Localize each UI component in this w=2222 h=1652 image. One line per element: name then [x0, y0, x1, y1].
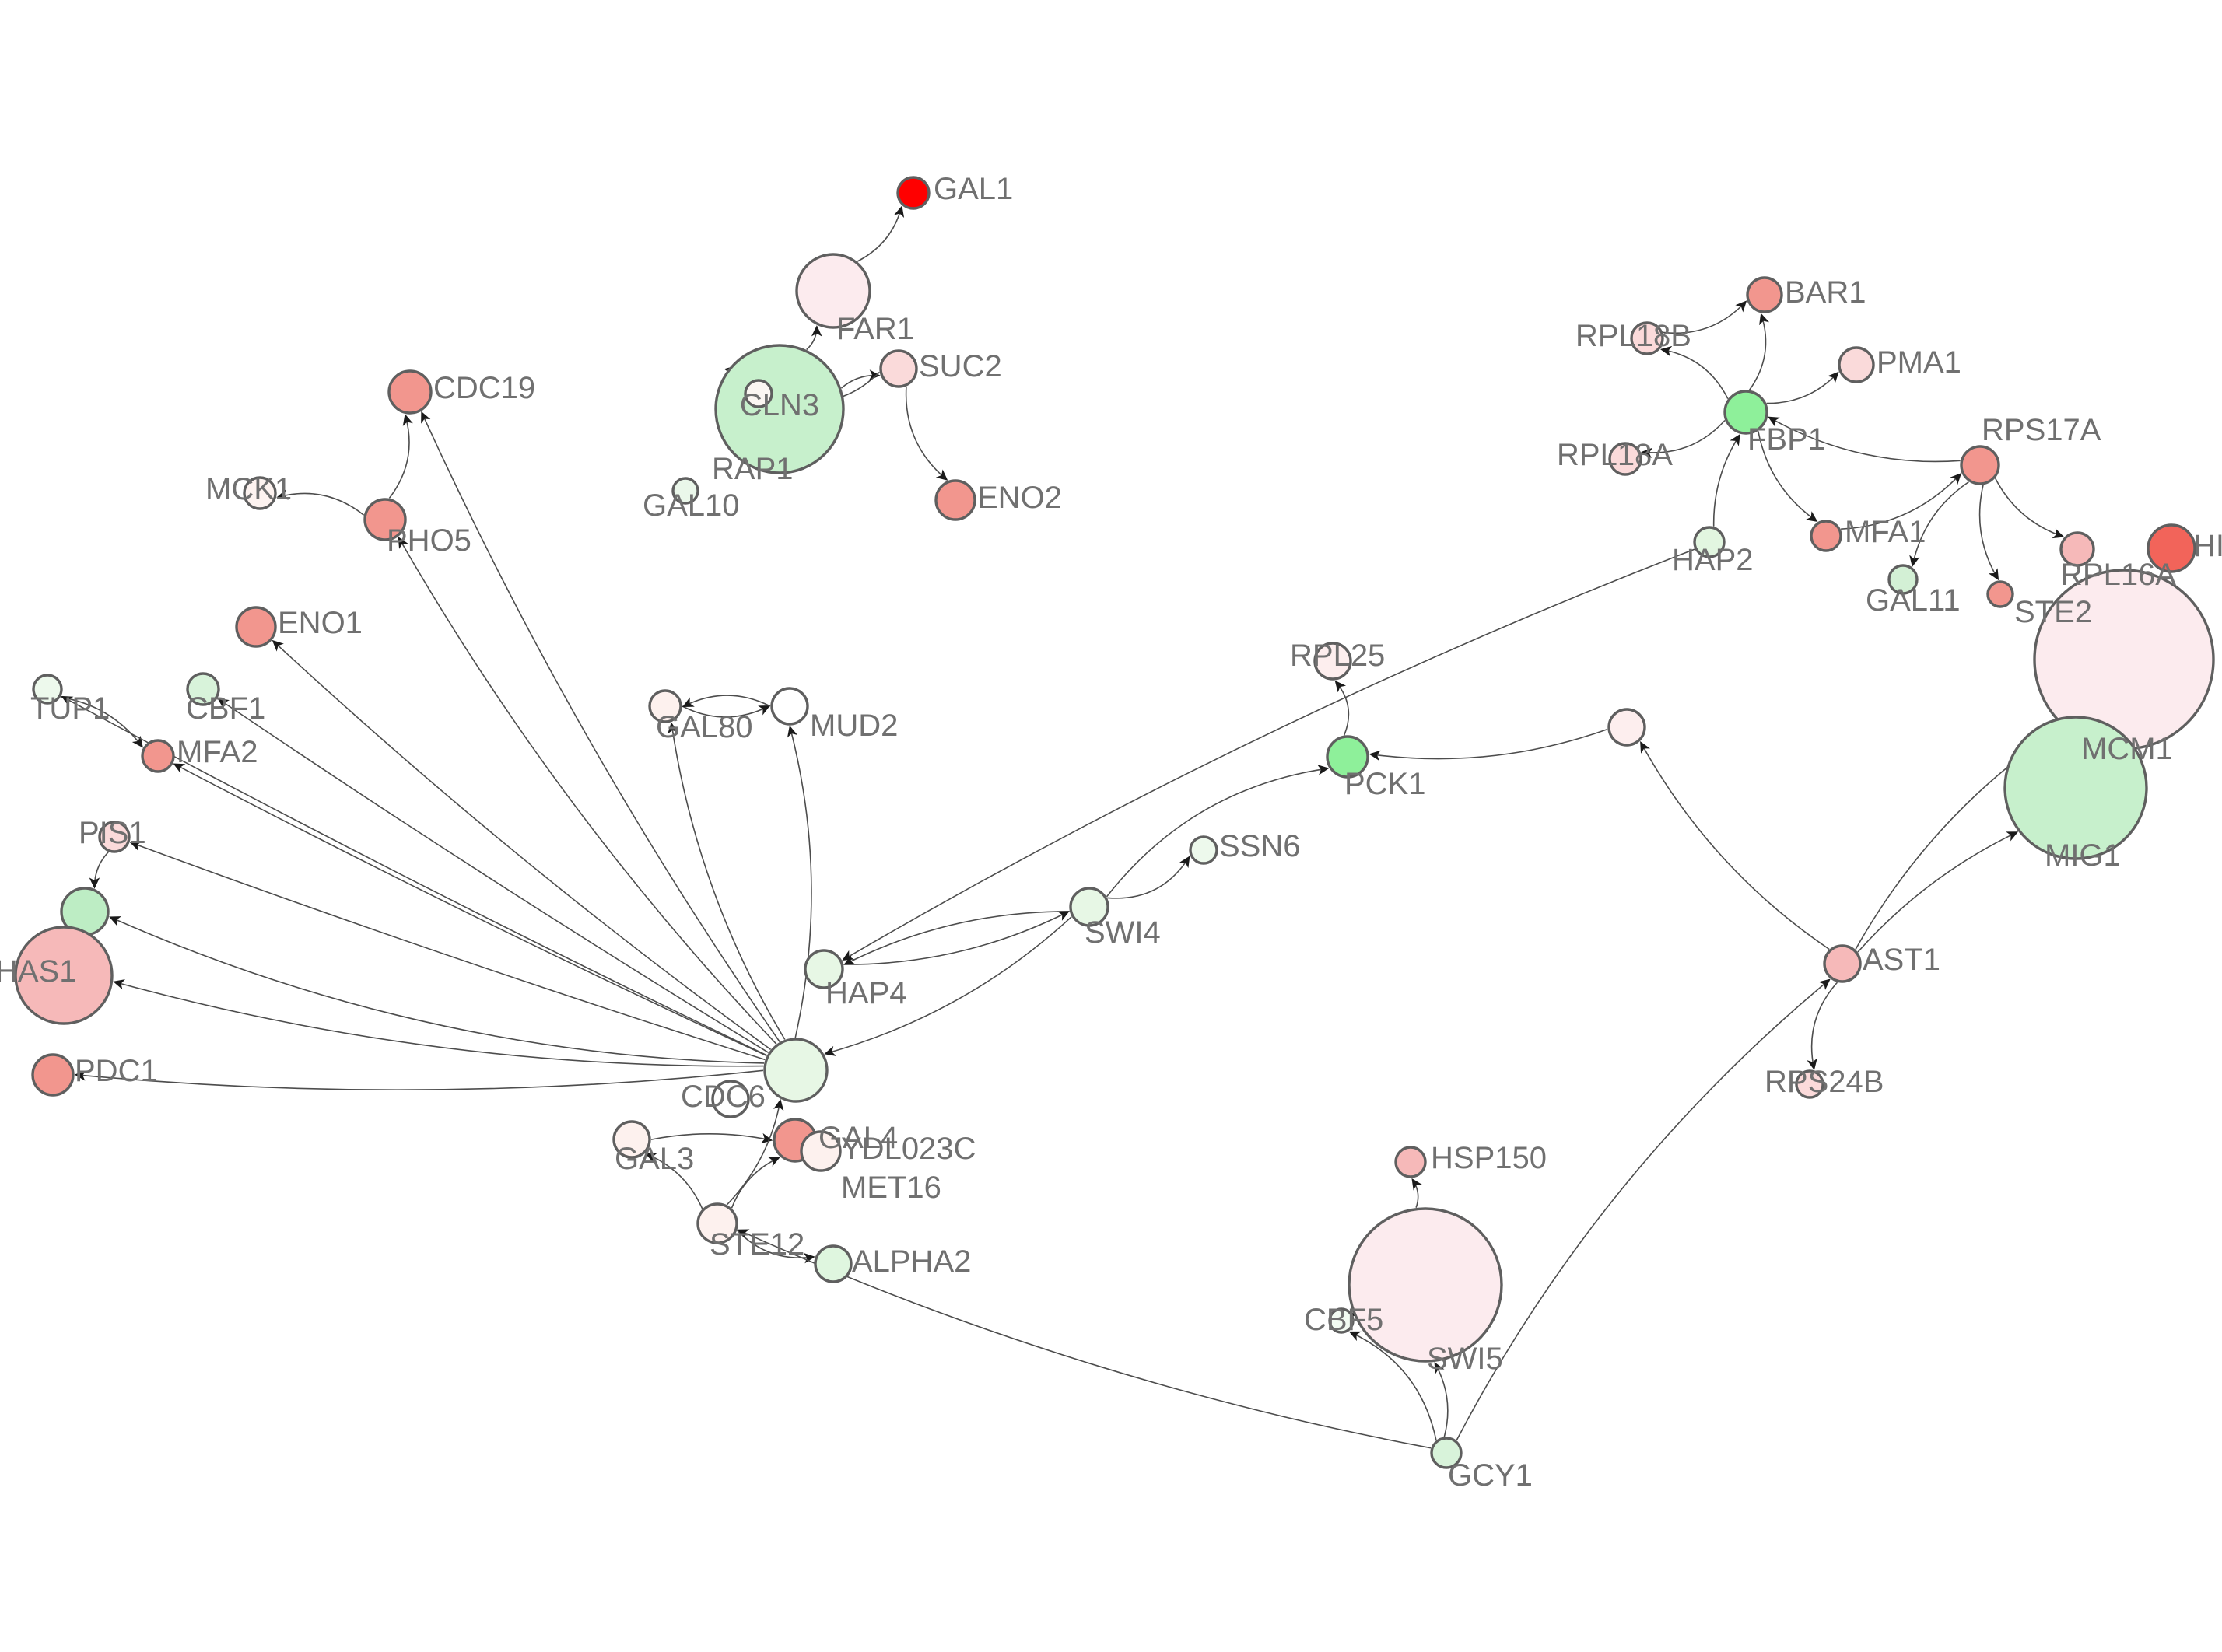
svg-text:MFA2: MFA2 — [177, 735, 258, 769]
svg-text:TUP1: TUP1 — [30, 691, 110, 726]
svg-text:GAL3: GAL3 — [615, 1142, 694, 1176]
svg-text:HSP150: HSP150 — [1431, 1141, 1547, 1175]
svg-text:GAL80: GAL80 — [656, 710, 753, 744]
svg-text:RPS24B: RPS24B — [1765, 1065, 1884, 1099]
svg-text:RAP1: RAP1 — [712, 452, 794, 486]
svg-text:SWI4: SWI4 — [1085, 915, 1161, 950]
svg-text:PDC1: PDC1 — [75, 1054, 158, 1088]
svg-text:RPL18B: RPL18B — [1575, 319, 1691, 353]
svg-text:MCM1: MCM1 — [2081, 732, 2173, 766]
svg-text:FAR1: FAR1 — [836, 312, 914, 346]
svg-text:GAL11: GAL11 — [1866, 583, 1961, 618]
svg-text:RPS17A: RPS17A — [1982, 413, 2101, 447]
svg-text:RPL18A: RPL18A — [1557, 438, 1673, 472]
svg-text:PCK1: PCK1 — [1344, 767, 1426, 801]
svg-text:HAS1: HAS1 — [0, 954, 77, 989]
svg-text:HIS4: HIS4 — [2193, 529, 2222, 563]
svg-text:PIS1: PIS1 — [79, 816, 146, 850]
svg-text:YDL023C: YDL023C — [841, 1132, 976, 1166]
svg-text:ENO2: ENO2 — [977, 481, 1062, 515]
svg-text:RPL16A: RPL16A — [2060, 558, 2176, 592]
svg-text:SWI5: SWI5 — [1427, 1342, 1503, 1376]
svg-text:PHO5: PHO5 — [387, 523, 471, 558]
svg-text:CLN3: CLN3 — [740, 388, 819, 422]
svg-text:HAP4: HAP4 — [825, 976, 907, 1010]
svg-text:BAR1: BAR1 — [1785, 275, 1866, 310]
svg-text:HAP2: HAP2 — [1672, 543, 1754, 577]
svg-text:CDC19: CDC19 — [433, 371, 535, 405]
svg-text:SSN6: SSN6 — [1219, 829, 1301, 863]
svg-text:GAL1: GAL1 — [934, 172, 1013, 206]
svg-text:CBF5: CBF5 — [1304, 1303, 1383, 1337]
svg-text:ALPHA2: ALPHA2 — [852, 1244, 971, 1279]
svg-text:SUC2: SUC2 — [919, 349, 1002, 383]
svg-text:MUD2: MUD2 — [810, 709, 898, 743]
svg-text:ENO1: ENO1 — [278, 606, 363, 640]
svg-text:FBP1: FBP1 — [1747, 422, 1825, 457]
svg-text:PMA1: PMA1 — [1877, 345, 1961, 380]
svg-text:GAL10: GAL10 — [643, 488, 740, 523]
svg-text:MIG1: MIG1 — [2045, 838, 2121, 873]
svg-text:AST1: AST1 — [1863, 943, 1940, 977]
svg-text:CDC6: CDC6 — [681, 1080, 766, 1114]
svg-text:GCY1: GCY1 — [1448, 1458, 1533, 1493]
svg-text:RPL25: RPL25 — [1290, 639, 1385, 673]
svg-text:MET16: MET16 — [841, 1171, 941, 1205]
svg-text:STE12: STE12 — [710, 1227, 804, 1262]
svg-text:STE2: STE2 — [2014, 595, 2092, 629]
svg-text:MCK1: MCK1 — [205, 472, 292, 506]
svg-text:CBF1: CBF1 — [186, 691, 265, 726]
svg-text:MFA1: MFA1 — [1845, 515, 1926, 549]
